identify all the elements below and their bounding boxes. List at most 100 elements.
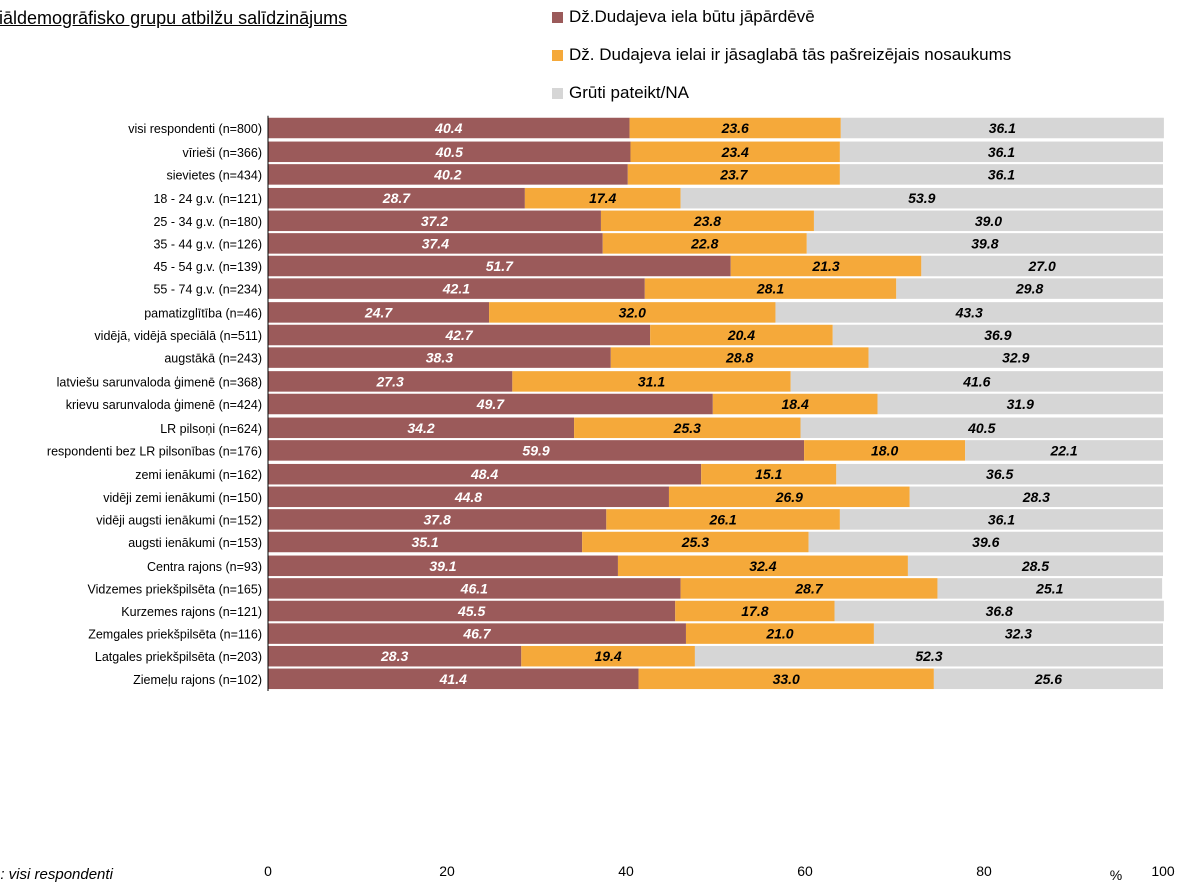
category-label: vidējā, vidējā speciālā (n=511) (94, 329, 262, 343)
category-label: respondenti bez LR pilsonības (n=176) (47, 444, 262, 458)
category-label: Ziemeļu rajons (n=102) (133, 673, 262, 687)
bar-segment (268, 210, 601, 232)
data-label: 25.1 (1035, 580, 1063, 596)
bar-segment (268, 371, 513, 392)
bar-segment (630, 141, 840, 163)
data-label: 28.8 (725, 350, 753, 366)
legend-swatch-rename (552, 12, 563, 23)
bar-segment (600, 210, 814, 232)
data-label: 24.7 (364, 304, 393, 320)
bar-segment (268, 463, 702, 485)
bar-segment (524, 187, 681, 209)
data-label: 31.9 (1007, 396, 1034, 412)
bar-segment (685, 623, 874, 644)
bar-segment (268, 623, 686, 644)
bar-segment (909, 486, 1163, 508)
bar-segment (268, 255, 731, 277)
bar-segment (268, 578, 681, 599)
data-label: 46.1 (460, 580, 488, 596)
bar-segment (650, 324, 833, 346)
x-tick-label: 0 (264, 863, 272, 879)
category-label: Centra rajons (n=93) (147, 560, 262, 574)
category-label: sievietes (n=434) (166, 168, 262, 182)
data-label: 53.9 (908, 190, 935, 206)
data-label: 39.0 (975, 213, 1002, 229)
data-label: 46.7 (462, 626, 491, 642)
data-label: 39.8 (971, 235, 998, 251)
bar-segment (668, 486, 910, 508)
bar-segment (638, 668, 934, 690)
data-label: 32.9 (1002, 350, 1029, 366)
data-label: 49.7 (476, 396, 505, 412)
bar-segment (629, 117, 841, 139)
bar-segment (680, 578, 938, 599)
bar-segment (268, 324, 651, 346)
bar-segment (836, 463, 1163, 485)
data-label: 36.9 (984, 327, 1011, 343)
bar-segment (574, 417, 801, 439)
data-label: 36.1 (988, 166, 1015, 182)
bar-segment (268, 233, 603, 254)
bar-segment (896, 278, 1163, 299)
data-label: 45.5 (457, 603, 485, 619)
data-label: 25.6 (1034, 671, 1062, 687)
data-label: 26.1 (708, 511, 736, 527)
bar-segment (268, 164, 628, 185)
bar-segment (268, 278, 645, 299)
data-label: 36.1 (988, 144, 1015, 160)
bar-segment (268, 417, 575, 439)
x-tick-label: 20 (439, 863, 455, 879)
data-label: 48.4 (470, 466, 498, 482)
category-label: Kurzemes rajons (n=121) (121, 605, 262, 619)
legend-swatch-unsure (552, 88, 563, 99)
data-label: 27.3 (376, 373, 404, 389)
bar-segment (606, 509, 840, 530)
bar-segment (840, 117, 1164, 139)
data-label: 32.0 (619, 304, 646, 320)
bar-segment (834, 600, 1164, 622)
data-label: 59.9 (522, 442, 549, 458)
category-label: Zemgales priekšpilsēta (n=116) (88, 628, 262, 642)
bar-segment (921, 255, 1163, 277)
data-label: 40.4 (434, 120, 462, 136)
bar-segment (806, 233, 1163, 254)
category-label: 18 - 24 g.v. (n=121) (153, 192, 262, 206)
data-label: 20.4 (727, 327, 755, 343)
data-label: 37.2 (421, 213, 448, 229)
bar-segment (965, 440, 1163, 461)
data-label: 39.6 (972, 534, 999, 550)
category-label: Vidzemes priekšpilsēta (n=165) (87, 582, 262, 596)
bar-segment (694, 645, 1163, 667)
category-label: 25 - 34 g.v. (n=180) (153, 215, 262, 229)
data-label: 37.8 (424, 511, 451, 527)
bar-segment (813, 210, 1163, 232)
data-label: 37.4 (422, 235, 449, 251)
bar-segment (790, 371, 1163, 392)
data-label: 52.3 (915, 648, 942, 664)
bar-segment (701, 463, 837, 485)
bar-segment (268, 509, 607, 530)
data-label: 17.4 (589, 190, 616, 206)
x-tick-label: 80 (976, 863, 992, 879)
data-label: 23.7 (719, 166, 748, 182)
bar-segment (675, 600, 835, 622)
data-label: 27.0 (1028, 258, 1056, 274)
data-label: 44.8 (454, 489, 482, 505)
category-label: augstākā (n=243) (164, 352, 262, 366)
data-label: 40.2 (433, 166, 461, 182)
bar-segment (582, 531, 809, 553)
chart-title: ciāldemogrāfisko grupu atbilžu salīdzinā… (0, 8, 348, 28)
category-label: 45 - 54 g.v. (n=139) (153, 260, 262, 274)
data-label: 33.0 (773, 671, 800, 687)
data-label: 40.5 (435, 144, 463, 160)
bar-segment (268, 141, 631, 163)
data-label: 28.3 (380, 648, 408, 664)
x-tick-label: 100 (1151, 863, 1175, 879)
bar-segment (804, 440, 966, 461)
data-label: 36.1 (988, 511, 1015, 527)
data-label: 29.8 (1015, 281, 1043, 297)
bar-segment (512, 371, 791, 392)
bar-segment (712, 393, 878, 415)
bar-segment (268, 531, 583, 553)
